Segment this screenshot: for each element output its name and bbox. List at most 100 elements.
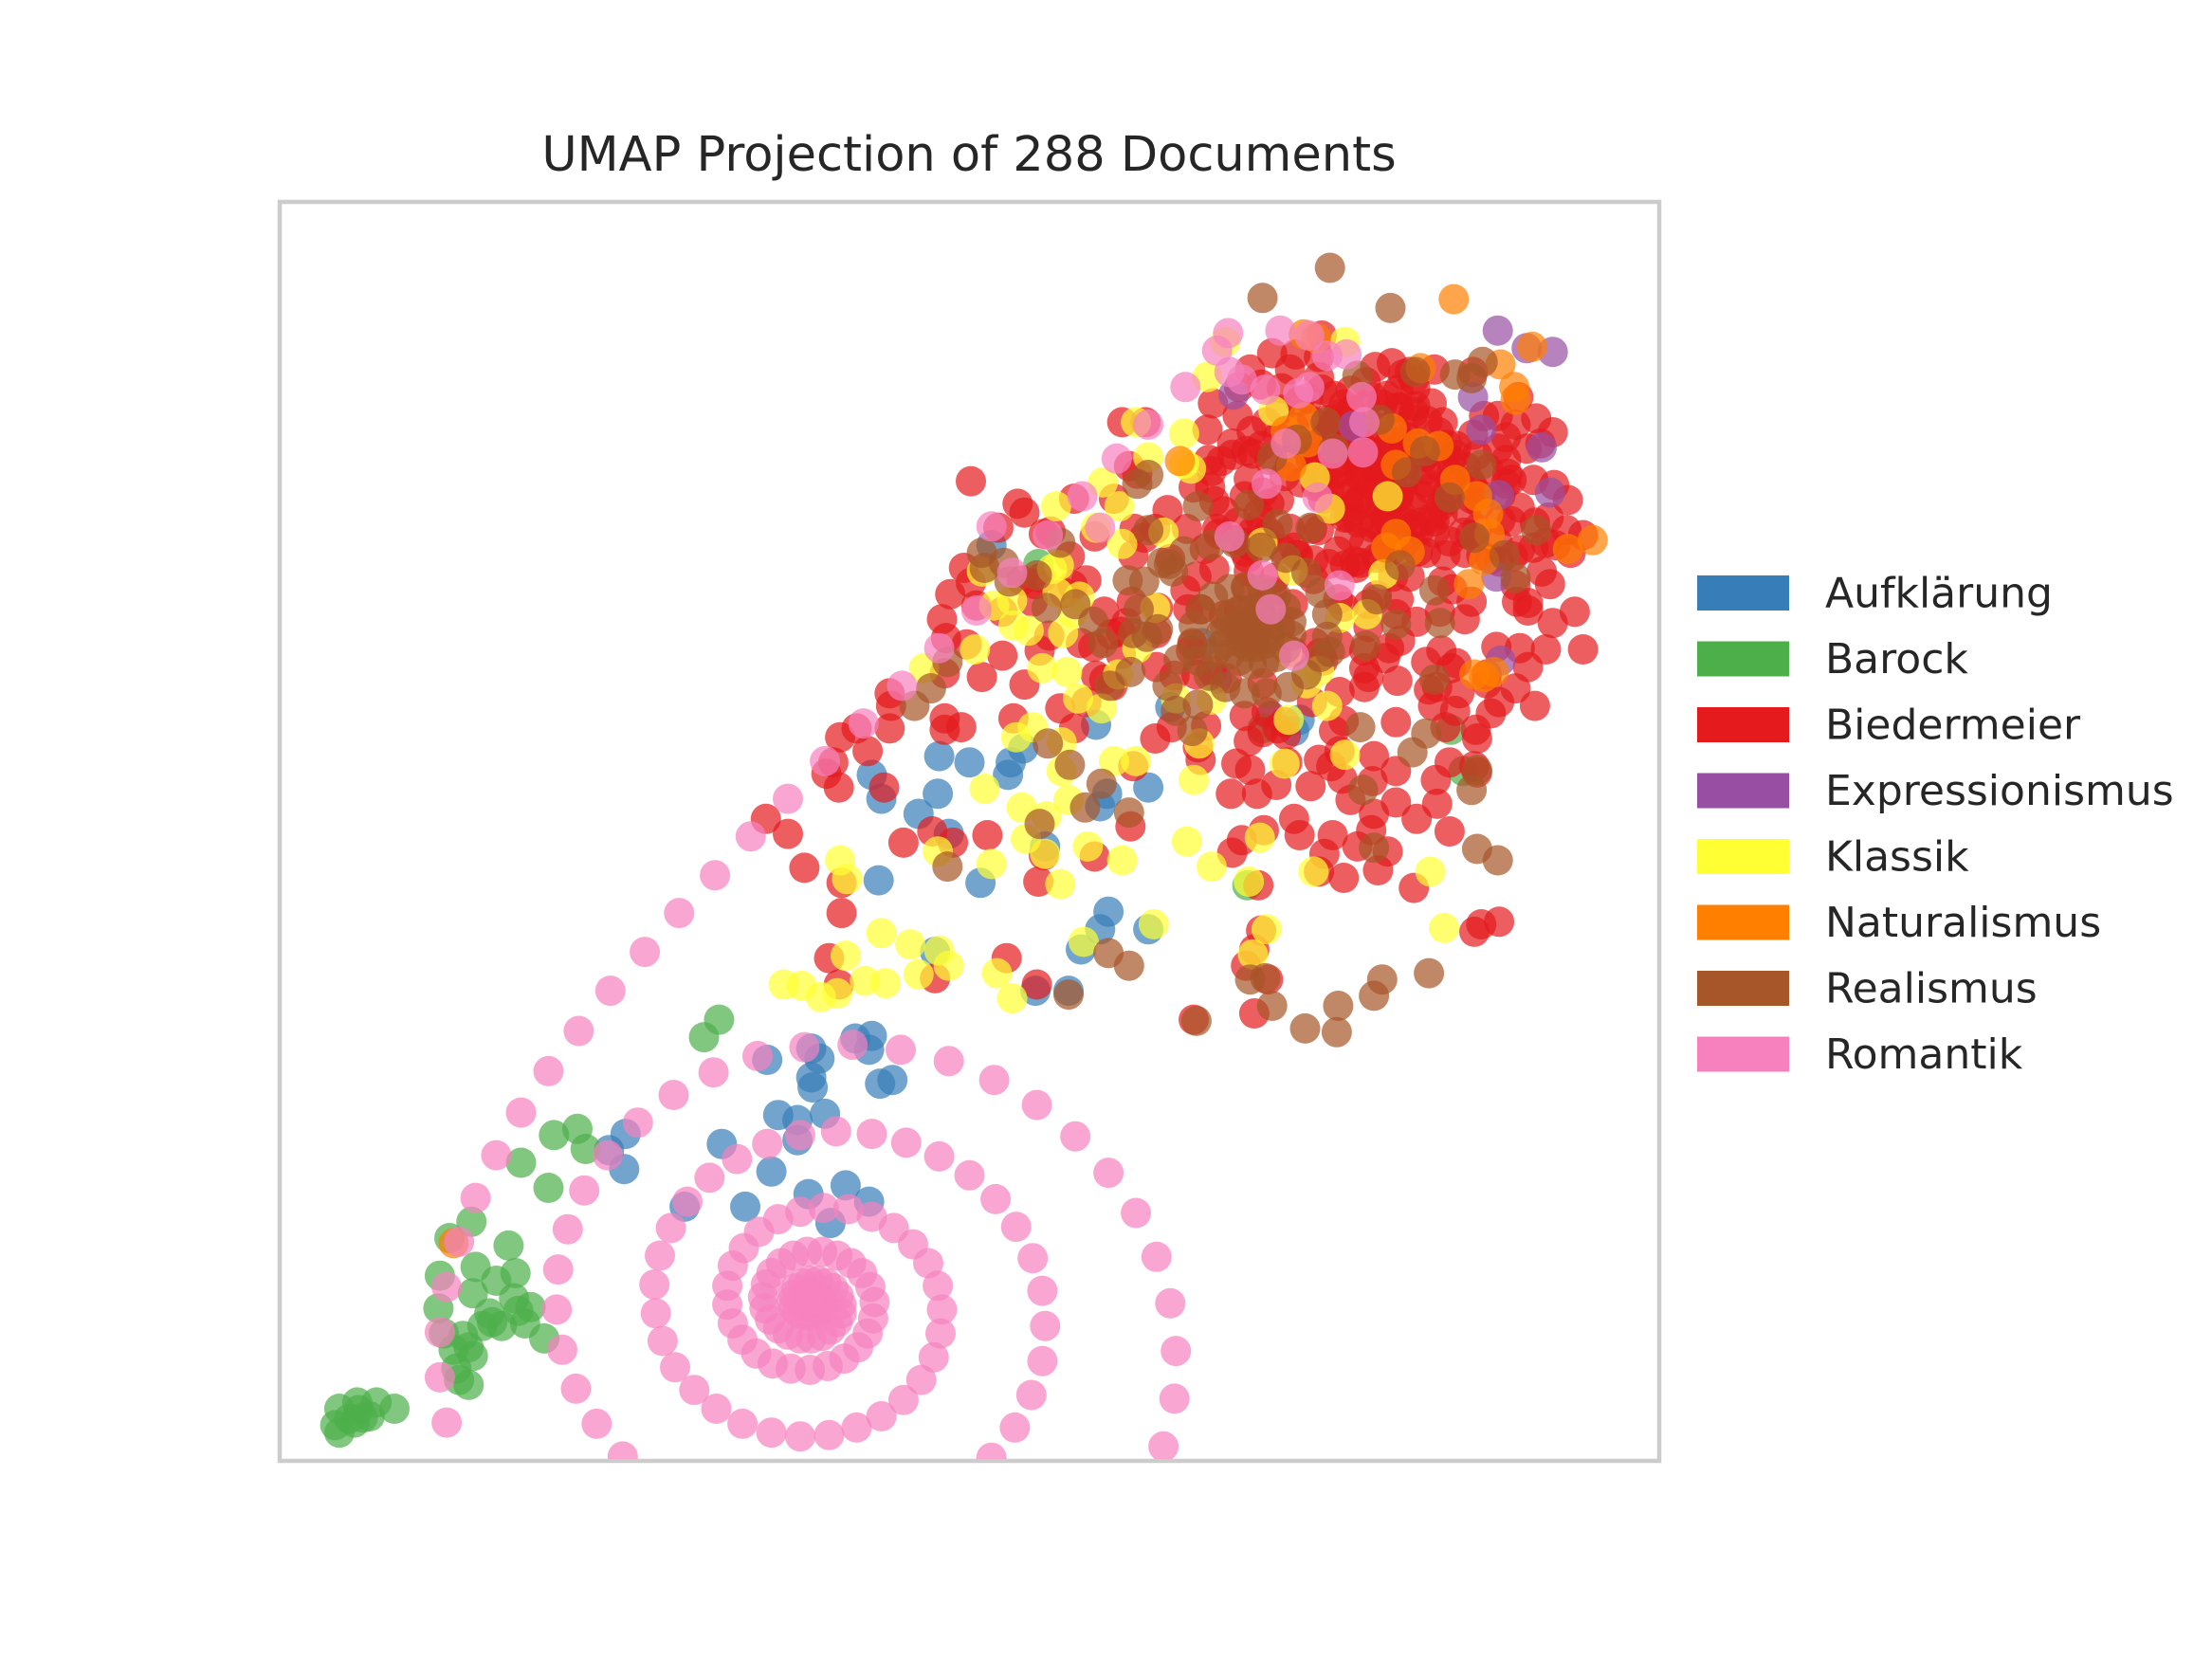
point-romantik-31 [960, 595, 992, 626]
point-biedermeier-262 [1216, 778, 1247, 810]
point-expressionismus-4 [1466, 414, 1497, 446]
point-romantik-34 [848, 708, 879, 739]
point-romantik-92 [547, 1334, 577, 1365]
point-realismus-82 [1482, 845, 1513, 876]
point-realismus-67 [932, 851, 963, 883]
point-romantik-124 [655, 1212, 686, 1244]
point-barock-8 [562, 1113, 593, 1144]
legend-label-klassik: Klassik [1825, 833, 1969, 882]
point-romantik-7 [1251, 468, 1282, 500]
point-romantik-149 [808, 1193, 839, 1224]
point-naturalismus-3 [1517, 331, 1547, 362]
point-klassik-4 [1168, 418, 1199, 449]
point-realismus-14 [1391, 457, 1422, 488]
point-romantik-9 [1214, 520, 1245, 552]
point-aufklärung-36 [877, 1065, 908, 1096]
point-romantik-18 [1317, 438, 1348, 469]
point-biedermeier-134 [926, 604, 958, 635]
point-romantik-88 [569, 1175, 600, 1206]
point-romantik-134 [785, 1421, 815, 1452]
point-romantik-120 [752, 1128, 783, 1159]
point-klassik-88 [969, 774, 1000, 804]
point-expressionismus-5 [1534, 477, 1565, 508]
point-biedermeier-139 [852, 736, 884, 767]
point-biedermeier-271 [1530, 634, 1562, 665]
point-biedermeier-171 [987, 640, 1018, 671]
point-romantik-84 [698, 1057, 729, 1088]
point-romantik-5 [1331, 338, 1362, 370]
point-biedermeier-343 [1512, 588, 1544, 618]
point-biedermeier-163 [826, 898, 857, 929]
point-biedermeier-170 [966, 662, 997, 693]
point-realismus-58 [1113, 797, 1144, 829]
point-klassik-34 [1072, 830, 1104, 862]
point-romantik-28 [1067, 481, 1098, 512]
legend-swatch-naturalismus [1697, 904, 1789, 940]
point-biedermeier-136 [874, 713, 905, 744]
point-realismus-72 [1289, 1012, 1321, 1044]
point-realismus-24 [1418, 574, 1450, 606]
point-aufklärung-9 [1133, 772, 1164, 803]
point-biedermeier-195 [1328, 863, 1360, 893]
point-realismus-71 [1180, 1005, 1212, 1036]
point-romantik-138 [887, 1384, 919, 1415]
point-romantik-136 [841, 1412, 872, 1443]
point-romantik-2 [1265, 315, 1296, 346]
point-realismus-44 [1060, 589, 1091, 620]
point-romantik-130 [679, 1375, 710, 1406]
point-romantik-16 [1271, 428, 1302, 459]
point-romantik-91 [541, 1294, 573, 1325]
point-biedermeier-270 [1519, 690, 1550, 721]
point-romantik-121 [722, 1143, 753, 1175]
point-realismus-32 [1234, 489, 1265, 520]
legend-swatch-expressionismus [1697, 773, 1789, 809]
point-romantik-21 [1283, 377, 1314, 409]
point-realismus-20 [1500, 562, 1531, 593]
point-aufklärung-15 [954, 747, 985, 778]
point-klassik-74 [1298, 856, 1329, 887]
point-biedermeier-145 [823, 772, 854, 803]
point-realismus-49 [966, 538, 997, 569]
point-biedermeier-200 [1380, 706, 1412, 738]
point-biedermeier-244 [1284, 820, 1315, 850]
data-points [320, 252, 1608, 1459]
point-romantik-40 [630, 937, 661, 968]
point-realismus-93 [1124, 593, 1154, 625]
point-romantik-139 [905, 1364, 937, 1395]
point-romantik-51 [431, 1407, 463, 1438]
point-biedermeier-165 [887, 827, 919, 858]
legend-label-barock: Barock [1825, 635, 1968, 684]
point-realismus-66 [1024, 809, 1055, 840]
point-realismus-65 [1033, 728, 1064, 759]
point-klassik-84 [1051, 656, 1083, 687]
point-realismus-80 [1456, 775, 1488, 806]
point-realismus-74 [1323, 991, 1354, 1021]
point-biedermeier-148 [972, 820, 1003, 850]
point-realismus-19 [1521, 515, 1552, 546]
point-biedermeier-205 [1381, 665, 1413, 697]
point-realismus-27 [1344, 712, 1376, 743]
point-romantik-71 [1161, 1336, 1192, 1367]
point-expressionismus-11 [1526, 431, 1558, 463]
point-klassik-93 [933, 950, 964, 981]
point-klassik-39 [866, 918, 897, 949]
point-barock-10 [533, 1173, 564, 1203]
point-romantik-81 [837, 1030, 868, 1061]
point-romantik-82 [789, 1031, 820, 1063]
point-biedermeier-274 [1559, 596, 1590, 628]
point-romantik-122 [694, 1162, 725, 1194]
point-aufklärung-17 [993, 759, 1024, 791]
point-klassik-30 [1121, 745, 1152, 776]
point-klassik-57 [1311, 690, 1343, 721]
point-romantik-90 [542, 1254, 574, 1285]
point-biedermeier-234 [1434, 816, 1465, 847]
point-naturalismus-2 [1438, 283, 1470, 315]
legend-label-biedermeier: Biedermeier [1825, 702, 2081, 750]
point-klassik-22 [1027, 652, 1058, 684]
point-klassik-53 [1237, 939, 1269, 970]
point-romantik-72 [1155, 1287, 1186, 1319]
point-klassik-97 [830, 940, 861, 972]
point-biedermeier-338 [1383, 584, 1415, 615]
point-realismus-75 [1359, 832, 1390, 864]
point-romantik-42 [563, 1015, 594, 1047]
